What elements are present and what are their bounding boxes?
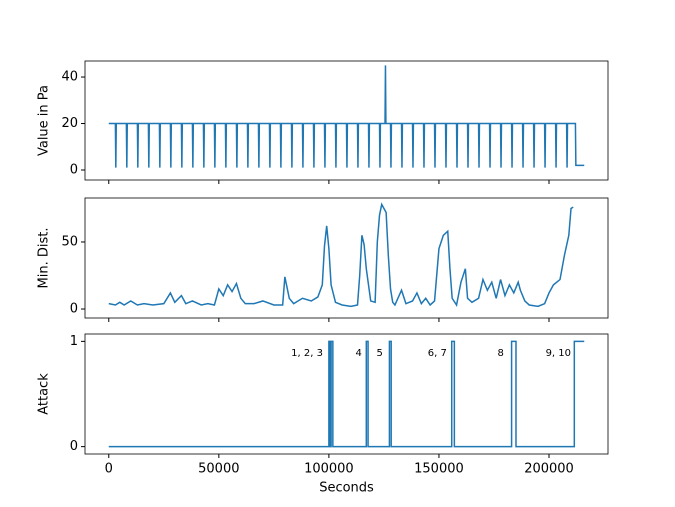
y-tick-label: 0 <box>70 302 78 317</box>
line <box>108 65 585 168</box>
y-tick-label: 1 <box>70 334 78 349</box>
annotation: 8 <box>498 348 504 359</box>
annotation: 9, 10 <box>546 348 571 359</box>
annotation: 5 <box>376 348 382 359</box>
x-tick-label: 150000 <box>414 462 464 477</box>
annotation: 1, 2, 3 <box>291 348 323 359</box>
x-tick-label: 100000 <box>304 462 354 477</box>
x-axis-label: Seconds <box>319 481 374 496</box>
y-axis-label: Min. Dist. <box>37 228 52 289</box>
y-tick-label: 40 <box>61 70 78 85</box>
annotation: 4 <box>356 348 362 359</box>
annotation: 6, 7 <box>428 348 447 359</box>
line <box>108 340 585 448</box>
y-tick-label: 0 <box>70 439 78 454</box>
x-tick-label: 50000 <box>198 462 239 477</box>
y-tick-label: 50 <box>61 234 78 249</box>
x-tick-label: 0 <box>105 462 113 477</box>
axes-frame <box>84 333 609 455</box>
y-axis-label: Attack <box>37 373 52 415</box>
y-tick-label: 0 <box>70 163 78 178</box>
x-tick-label: 200000 <box>524 462 574 477</box>
axes-frame <box>84 197 609 319</box>
line <box>108 202 574 308</box>
y-axis-label: Value in Pa <box>37 85 52 156</box>
axes-frame <box>84 60 609 181</box>
y-tick-label: 20 <box>61 116 78 131</box>
